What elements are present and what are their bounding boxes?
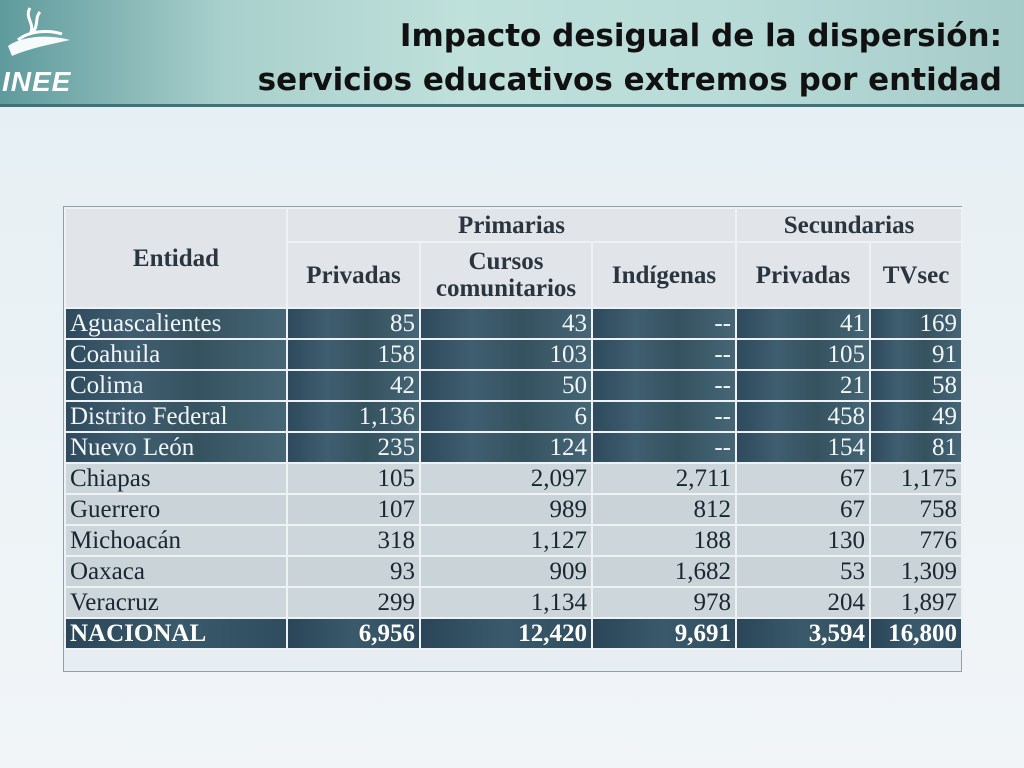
table-row: Distrito Federal 1,136 6 -- 458 49 bbox=[64, 400, 964, 433]
table-body: Aguascalientes 85 43 -- 41 169 Coahuila 158 103-… bbox=[64, 307, 964, 650]
cell-value: 130 bbox=[735, 524, 872, 557]
cell-value: 1,127 bbox=[419, 524, 593, 557]
header-entidad: Entidad bbox=[64, 207, 288, 309]
header-tvsec: TVsec bbox=[869, 241, 964, 309]
inee-logo: INEE bbox=[0, 0, 96, 104]
cell-value: 93 bbox=[286, 555, 421, 588]
cell-value: -- bbox=[590, 400, 738, 433]
cell-value: 124 bbox=[419, 431, 593, 464]
table-row: Nuevo León 235 124 -- 154 81 bbox=[64, 431, 964, 464]
header-cursos-comunitarios: Cursos comunitarios bbox=[419, 241, 593, 309]
cell-value: 12,420 bbox=[419, 617, 593, 650]
cell-value: 41 bbox=[735, 307, 872, 340]
cell-value: 16,800 bbox=[869, 617, 964, 650]
title-line-1: Impacto desigual de la dispersión: bbox=[399, 18, 1002, 54]
cell-value: 978 bbox=[590, 586, 738, 619]
cell-entidad: Colima bbox=[64, 369, 288, 402]
cell-value: 67 bbox=[735, 493, 872, 526]
cell-value: 318 bbox=[286, 524, 421, 557]
data-table-container: Entidad Primarias Secundarias Privadas C… bbox=[63, 206, 964, 672]
cell-value: -- bbox=[590, 338, 738, 371]
cell-entidad: Oaxaca bbox=[64, 555, 288, 588]
cell-value: 1,682 bbox=[590, 555, 738, 588]
cell-value: 909 bbox=[419, 555, 593, 588]
table-row: Aguascalientes 85 43 -- 41 169 bbox=[64, 307, 964, 340]
cell-value: 50 bbox=[419, 369, 593, 402]
logo-text: INEE bbox=[2, 66, 72, 97]
cell-entidad: Veracruz bbox=[64, 586, 288, 619]
cell-entidad: Chiapas bbox=[64, 462, 288, 495]
cell-value: 91 bbox=[869, 338, 964, 371]
cell-value: 154 bbox=[735, 431, 872, 464]
cell-value: 9,691 bbox=[590, 617, 738, 650]
cell-value: 42 bbox=[286, 369, 421, 402]
title-line-2: servicios educativos extremos por entida… bbox=[257, 62, 1002, 98]
cell-entidad: Aguascalientes bbox=[64, 307, 288, 340]
cell-entidad: Michoacán bbox=[64, 524, 288, 557]
header-indigenas: Indígenas bbox=[590, 241, 738, 309]
table-row: Coahuila 158 103 -- 105 91 bbox=[64, 338, 964, 371]
table-row: Veracruz 299 1,134 978 204 1,897 bbox=[64, 586, 964, 619]
cell-entidad: Guerrero bbox=[64, 493, 288, 526]
header-group-secundarias: Secundarias bbox=[735, 207, 964, 243]
logo-flame-icon bbox=[8, 7, 70, 56]
table-row: Chiapas 105 2,097 2,711 67 1,175 bbox=[64, 462, 964, 495]
cell-value: 989 bbox=[419, 493, 593, 526]
data-table: Entidad Primarias Secundarias Privadas C… bbox=[64, 207, 964, 650]
cell-value: 235 bbox=[286, 431, 421, 464]
header-primarias-privadas: Privadas bbox=[286, 241, 421, 309]
header-secundarias-privadas: Privadas bbox=[735, 241, 872, 309]
cell-value: 812 bbox=[590, 493, 738, 526]
cell-value: 1,134 bbox=[419, 586, 593, 619]
cell-value: 105 bbox=[286, 462, 421, 495]
cell-value: 1,175 bbox=[869, 462, 964, 495]
cell-value: -- bbox=[590, 307, 738, 340]
cell-value: 758 bbox=[869, 493, 964, 526]
cell-value: 188 bbox=[590, 524, 738, 557]
cell-value: 85 bbox=[286, 307, 421, 340]
cell-entidad: Nuevo León bbox=[64, 431, 288, 464]
cell-value: 6 bbox=[419, 400, 593, 433]
cell-value: -- bbox=[590, 431, 738, 464]
table-row: Oaxaca 93 909 1,682 53 1,309 bbox=[64, 555, 964, 588]
header-bar: INEE Impacto desigual de la dispersión: … bbox=[0, 0, 1024, 107]
cell-value: 53 bbox=[735, 555, 872, 588]
table-row: Colima 42 50 -- 21 58 bbox=[64, 369, 964, 402]
cell-value: 776 bbox=[869, 524, 964, 557]
page-title: Impacto desigual de la dispersión: servi… bbox=[258, 14, 1002, 102]
cell-entidad: Distrito Federal bbox=[64, 400, 288, 433]
cell-value: 103 bbox=[419, 338, 593, 371]
cell-value: 299 bbox=[286, 586, 421, 619]
cell-value: 1,136 bbox=[286, 400, 421, 433]
cell-value: 158 bbox=[286, 338, 421, 371]
cell-value: 3,594 bbox=[735, 617, 872, 650]
cell-value: 43 bbox=[419, 307, 593, 340]
cell-value: 58 bbox=[869, 369, 964, 402]
cell-value: 2,711 bbox=[590, 462, 738, 495]
cell-value: -- bbox=[590, 369, 738, 402]
cell-entidad: Coahuila bbox=[64, 338, 288, 371]
cell-value: 21 bbox=[735, 369, 872, 402]
cell-value: 81 bbox=[869, 431, 964, 464]
table-row: Michoacán 318 1,127 188 130 776 bbox=[64, 524, 964, 557]
cell-value: 204 bbox=[735, 586, 872, 619]
table-row: Guerrero 107 989 812 67 758 bbox=[64, 493, 964, 526]
cell-value: 1,897 bbox=[869, 586, 964, 619]
header-group-primarias: Primarias bbox=[285, 207, 738, 243]
cell-entidad: NACIONAL bbox=[64, 617, 288, 650]
cell-value: 458 bbox=[735, 400, 872, 433]
cell-value: 67 bbox=[735, 462, 872, 495]
cell-value: 49 bbox=[869, 400, 964, 433]
cell-value: 1,309 bbox=[869, 555, 964, 588]
cell-value: 169 bbox=[869, 307, 964, 340]
cell-value: 105 bbox=[735, 338, 872, 371]
table-total-row: NACIONAL 6,956 12,420 9,691 3,594 16,800 bbox=[64, 617, 964, 650]
cell-value: 107 bbox=[286, 493, 421, 526]
cell-value: 6,956 bbox=[286, 617, 421, 650]
cell-value: 2,097 bbox=[419, 462, 593, 495]
